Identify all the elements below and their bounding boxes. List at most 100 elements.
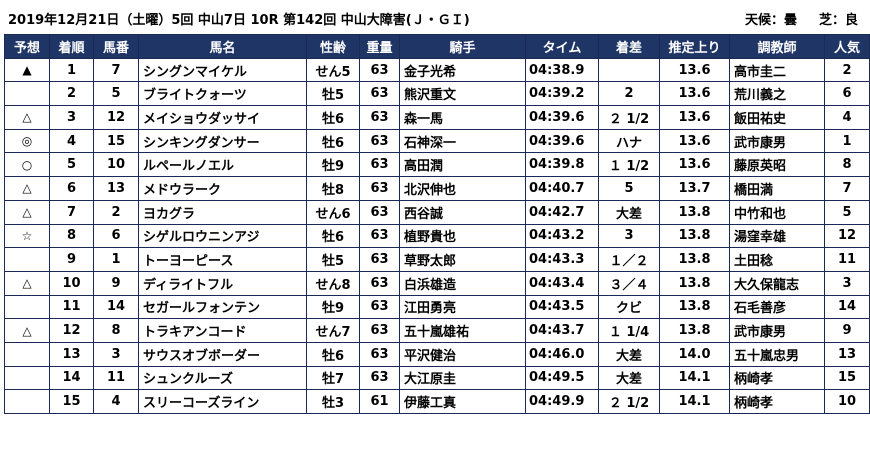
cell-prediction-mark: ◎	[4, 128, 50, 154]
cell-jockey-name: 森一馬	[399, 105, 526, 130]
cell-finish-time: 04:43.5	[525, 294, 599, 320]
cell-horse-number: 5	[93, 81, 139, 107]
weather-info: 天候：曇 芝：良	[723, 9, 858, 28]
col-header-time: タイム	[525, 34, 599, 59]
cell-trainer-name: 武市康男	[729, 318, 825, 343]
col-header-trainer: 調教師	[729, 34, 825, 59]
cell-popularity: 1	[824, 128, 870, 154]
cell-popularity: 3	[824, 270, 870, 296]
cell-trainer-name: 柄崎孝	[729, 389, 825, 414]
cell-last-3f-time: 13.8	[659, 318, 730, 343]
cell-last-3f-time: 13.7	[659, 176, 730, 201]
cell-horse-number: 11	[93, 365, 139, 391]
table-row: 14 11 シュンクルーズ 牡7 63 大江原圭 04:49.5 大差 14.1 柄崎孝 15	[4, 365, 870, 391]
cell-prediction-mark: △	[4, 105, 50, 130]
cell-last-3f-time: 13.6	[659, 152, 730, 178]
cell-horse-number: 15	[93, 128, 139, 154]
cell-last-3f-time: 13.8	[659, 223, 730, 249]
cell-prediction-mark: △	[4, 270, 50, 296]
cell-finish-rank: 4	[49, 128, 94, 154]
cell-sex-age: 牡8	[306, 176, 360, 201]
cell-sex-age: せん7	[306, 318, 360, 343]
cell-finish-rank: 8	[49, 223, 94, 249]
cell-carried-weight: 63	[359, 294, 400, 320]
cell-horse-number: 3	[93, 341, 139, 367]
cell-horse-number: 2	[93, 199, 139, 225]
cell-jockey-name: 江田勇亮	[399, 294, 526, 320]
cell-prediction-mark: ☆	[4, 223, 50, 249]
cell-horse-number: 4	[93, 389, 139, 414]
cell-sex-age: 牡7	[306, 365, 360, 391]
cell-finish-margin: クビ	[598, 294, 660, 320]
cell-jockey-name: 熊沢重文	[399, 81, 526, 107]
cell-prediction-mark: △	[4, 318, 50, 343]
cell-horse-name: トーヨーピース	[138, 247, 307, 272]
cell-carried-weight: 63	[359, 365, 400, 391]
cell-finish-time: 04:38.9	[525, 57, 599, 83]
cell-finish-time: 04:43.3	[525, 247, 599, 272]
cell-finish-rank: 1	[49, 57, 94, 83]
col-header-horse-number: 馬番	[93, 34, 139, 59]
cell-prediction-mark: ○	[4, 152, 50, 178]
cell-horse-name: セガールフォンテン	[138, 294, 307, 320]
cell-horse-name: ヨカグラ	[138, 199, 307, 225]
cell-horse-name: サウスオブボーダー	[138, 341, 307, 367]
cell-jockey-name: 石神深一	[399, 128, 526, 154]
cell-carried-weight: 63	[359, 223, 400, 249]
cell-popularity: 2	[824, 57, 870, 83]
cell-last-3f-time: 14.1	[659, 389, 730, 414]
cell-finish-rank: 10	[49, 270, 94, 296]
cell-trainer-name: 五十嵐忠男	[729, 341, 825, 367]
table-header-row: 予想 着順 馬番 馬名 性齢 重量 騎手 タイム 着差 推定上り 調教師 人気	[4, 34, 870, 59]
cell-finish-time: 04:43.4	[525, 270, 599, 296]
cell-prediction-mark	[4, 294, 50, 320]
cell-finish-time: 04:39.8	[525, 152, 599, 178]
cell-sex-age: 牡5	[306, 247, 360, 272]
cell-finish-margin: ２ 1/2	[598, 105, 660, 130]
cell-trainer-name: 土田稔	[729, 247, 825, 272]
cell-finish-time: 04:49.9	[525, 389, 599, 414]
cell-trainer-name: 藤原英昭	[729, 152, 825, 178]
cell-prediction-mark	[4, 81, 50, 107]
col-header-prediction: 予想	[4, 34, 50, 59]
cell-finish-rank: 5	[49, 152, 94, 178]
cell-jockey-name: 北沢伸也	[399, 176, 526, 201]
cell-jockey-name: 金子光希	[399, 57, 526, 83]
cell-jockey-name: 平沢健治	[399, 341, 526, 367]
cell-finish-margin: １／２	[598, 247, 660, 272]
cell-carried-weight: 63	[359, 105, 400, 130]
cell-horse-number: 7	[93, 57, 139, 83]
cell-finish-time: 04:49.5	[525, 365, 599, 391]
cell-finish-margin: ハナ	[598, 128, 660, 154]
table-row: △ 6 13 メドウラーク 牡8 63 北沢伸也 04:40.7 5 13.7 橋田満 7	[4, 176, 870, 201]
cell-finish-rank: 7	[49, 199, 94, 225]
cell-prediction-mark: △	[4, 199, 50, 225]
cell-last-3f-time: 13.6	[659, 105, 730, 130]
cell-jockey-name: 伊藤工真	[399, 389, 526, 414]
cell-sex-age: せん5	[306, 57, 360, 83]
cell-carried-weight: 63	[359, 247, 400, 272]
cell-last-3f-time: 13.8	[659, 270, 730, 296]
cell-popularity: 11	[824, 247, 870, 272]
cell-carried-weight: 63	[359, 176, 400, 201]
cell-popularity: 6	[824, 81, 870, 107]
cell-finish-margin: １ 1/2	[598, 152, 660, 178]
cell-jockey-name: 高田潤	[399, 152, 526, 178]
cell-horse-number: 6	[93, 223, 139, 249]
cell-prediction-mark	[4, 341, 50, 367]
cell-prediction-mark: △	[4, 176, 50, 201]
cell-horse-number: 10	[93, 152, 139, 178]
cell-horse-number: 9	[93, 270, 139, 296]
cell-sex-age: 牡6	[306, 128, 360, 154]
table-row: 11 14 セガールフォンテン 牡9 63 江田勇亮 04:43.5 クビ 13.8 石毛善彦 14	[4, 294, 870, 320]
cell-last-3f-time: 14.1	[659, 365, 730, 391]
cell-trainer-name: 高市圭二	[729, 57, 825, 83]
cell-horse-number: 8	[93, 318, 139, 343]
cell-finish-time: 04:40.7	[525, 176, 599, 201]
cell-carried-weight: 63	[359, 152, 400, 178]
cell-prediction-mark: ▲	[4, 57, 50, 83]
col-header-margin: 着差	[598, 34, 660, 59]
cell-carried-weight: 63	[359, 199, 400, 225]
cell-horse-name: メイショウダッサイ	[138, 105, 307, 130]
table-row: 13 3 サウスオブボーダー 牡6 63 平沢健治 04:46.0 大差 14.0 五十嵐忠男 13	[4, 341, 870, 367]
